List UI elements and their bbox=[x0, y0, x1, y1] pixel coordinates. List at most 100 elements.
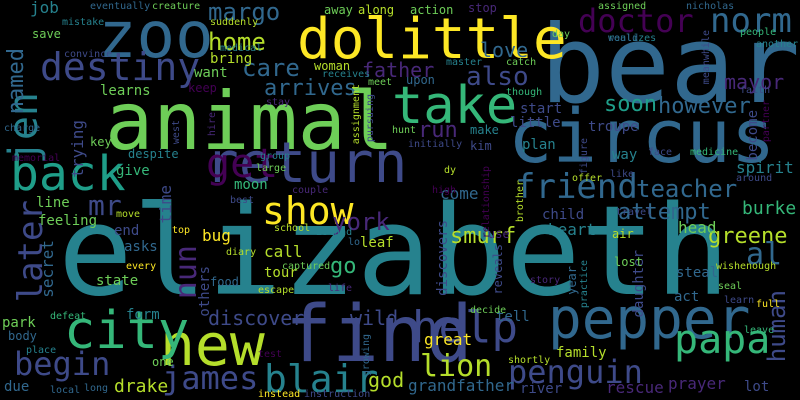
word: due bbox=[4, 379, 30, 395]
word: al bbox=[746, 237, 783, 272]
word: begin bbox=[14, 345, 111, 383]
word: tour bbox=[264, 265, 298, 281]
word: greene bbox=[708, 224, 788, 249]
word: travel bbox=[616, 207, 653, 218]
word: save bbox=[32, 27, 61, 41]
word: people bbox=[740, 27, 777, 38]
word: little bbox=[510, 115, 561, 131]
word: meanwhile bbox=[701, 30, 712, 85]
word: one bbox=[152, 355, 174, 369]
word: stop bbox=[468, 1, 497, 15]
word: though bbox=[506, 87, 543, 98]
word: lost bbox=[614, 255, 643, 269]
word: realizes bbox=[608, 33, 657, 44]
word: norm bbox=[710, 1, 792, 41]
word: spirit bbox=[736, 158, 794, 177]
word: make bbox=[470, 123, 499, 137]
word: form bbox=[126, 307, 160, 323]
word: catch bbox=[506, 57, 537, 68]
word: smurf bbox=[450, 224, 517, 249]
word: help bbox=[412, 302, 518, 353]
word: act bbox=[674, 289, 700, 305]
word: charge bbox=[4, 123, 41, 134]
word: back bbox=[10, 146, 126, 202]
word: growing bbox=[361, 334, 372, 377]
word: destiny bbox=[40, 45, 201, 89]
word: state bbox=[96, 273, 139, 289]
word: medical bbox=[220, 43, 263, 54]
word: action bbox=[410, 3, 454, 17]
word: new bbox=[160, 311, 265, 379]
word: face bbox=[648, 147, 673, 158]
word: day bbox=[552, 29, 571, 40]
word: head bbox=[678, 218, 717, 237]
word: james bbox=[162, 359, 259, 397]
word: find bbox=[285, 290, 473, 380]
word: suddenly bbox=[210, 17, 259, 28]
word: woman bbox=[314, 59, 351, 73]
word: eventually bbox=[90, 1, 151, 12]
word: shortly bbox=[508, 355, 551, 366]
word: line bbox=[36, 195, 70, 211]
word: assignment bbox=[351, 84, 362, 145]
word: learns bbox=[100, 83, 151, 99]
word: leaf bbox=[360, 235, 394, 251]
word: trying bbox=[68, 120, 87, 178]
word: city bbox=[64, 301, 190, 361]
word: dolittle bbox=[297, 7, 567, 72]
word: hire bbox=[207, 112, 218, 137]
word: medicine bbox=[690, 147, 739, 158]
word: soon bbox=[604, 92, 657, 117]
word: run bbox=[418, 118, 458, 143]
word: food bbox=[210, 275, 239, 289]
word: enough bbox=[740, 261, 777, 272]
word: park bbox=[2, 315, 36, 331]
word: master bbox=[446, 57, 483, 68]
word: despite bbox=[128, 147, 179, 161]
word: prayer bbox=[668, 374, 726, 393]
word: air bbox=[612, 227, 634, 241]
word: brother bbox=[515, 180, 526, 223]
word: go bbox=[330, 254, 357, 279]
word: get bbox=[206, 141, 279, 187]
word: family bbox=[556, 345, 607, 361]
word: blair bbox=[264, 357, 379, 400]
word: school bbox=[274, 223, 311, 234]
word: initially bbox=[408, 139, 463, 150]
word: plan bbox=[522, 137, 556, 153]
word: attempt bbox=[618, 200, 711, 225]
word: bear bbox=[540, 3, 800, 128]
word: stay bbox=[266, 97, 291, 108]
word: group bbox=[260, 151, 291, 162]
word: lot bbox=[744, 379, 770, 395]
word: also bbox=[466, 62, 529, 92]
word: another bbox=[756, 39, 799, 50]
word: great bbox=[424, 330, 473, 349]
word: along bbox=[358, 3, 395, 17]
word: instead bbox=[258, 389, 301, 400]
word: large bbox=[256, 163, 287, 174]
word: way bbox=[612, 147, 638, 163]
word: partner bbox=[761, 100, 772, 143]
word: bug bbox=[202, 226, 231, 245]
word: around bbox=[736, 173, 773, 184]
word: however bbox=[658, 94, 751, 119]
word: convince bbox=[64, 49, 113, 60]
word: come bbox=[440, 184, 479, 203]
word: diary bbox=[226, 247, 257, 258]
word: bring bbox=[210, 51, 253, 67]
word: couple bbox=[292, 185, 329, 196]
word: named bbox=[4, 48, 29, 115]
word: zoo bbox=[98, 0, 214, 73]
word: reveals bbox=[491, 244, 505, 295]
word: care bbox=[242, 54, 300, 82]
word: hunt bbox=[392, 125, 417, 136]
word: love bbox=[480, 38, 529, 62]
word: time bbox=[156, 185, 175, 224]
word: tell bbox=[496, 309, 530, 325]
word: troupe bbox=[588, 119, 639, 135]
word: rescue bbox=[606, 378, 664, 397]
word: test bbox=[258, 349, 283, 360]
word: best bbox=[230, 195, 255, 206]
